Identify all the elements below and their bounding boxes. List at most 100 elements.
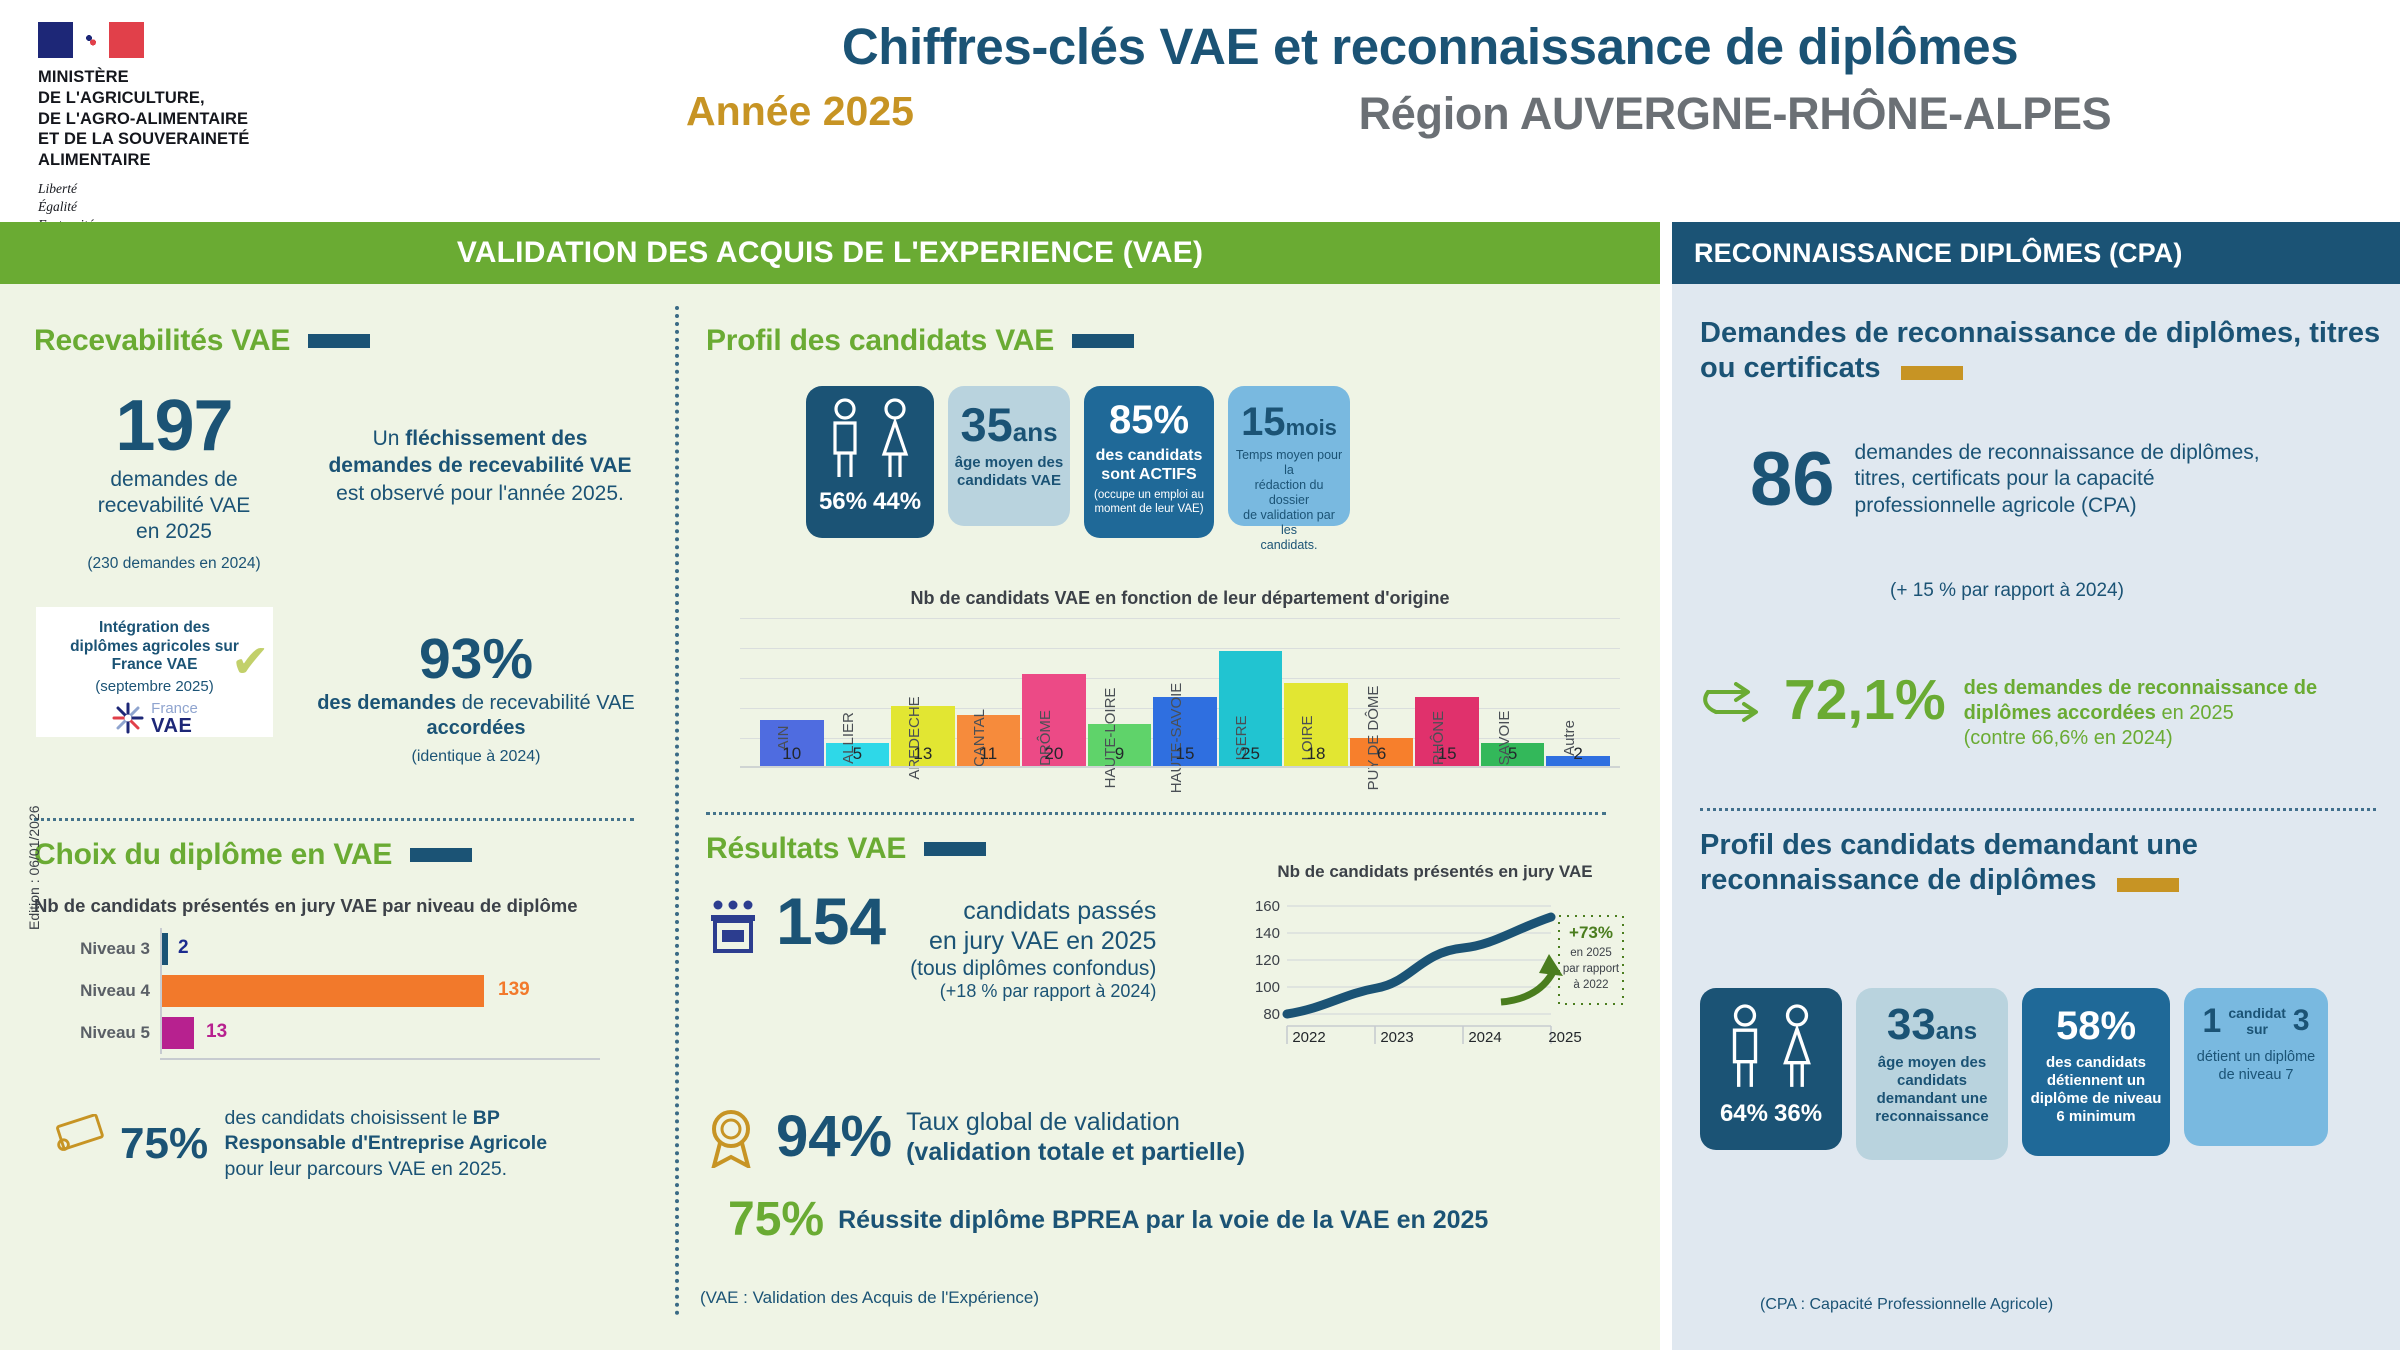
- footnote-vae: (VAE : Validation des Acquis de l'Expéri…: [700, 1288, 1040, 1307]
- stat-86-value: 86: [1750, 436, 1835, 522]
- hbar-track-1: 139: [160, 970, 600, 1012]
- svg-text:100: 100: [1255, 979, 1280, 996]
- age-vae-label: âge moyen des candidats VAE: [954, 454, 1064, 490]
- stat-86-block: 86 demandes de reconnaissance de diplôme…: [1750, 440, 2285, 519]
- stat-93-note: (identique à 2024): [411, 748, 541, 766]
- line-xticks: 2022 2023 2024 2025: [1292, 1029, 1581, 1046]
- card-niveau6-cpa: 58% des candidats détiennent un diplôme …: [2022, 988, 2170, 1156]
- dept-chart-title: Nb de candidats VAE en fonction de leur …: [910, 588, 1450, 608]
- actifs-note: (occupe un emploi au moment de leur VAE): [1094, 489, 1204, 516]
- dept-bar-fill: [956, 715, 1021, 766]
- dept-bar: ISERE 25: [1218, 651, 1283, 766]
- card-gender-cpa: 64% 36%: [1700, 988, 1842, 1150]
- ratio-row: 1 candidat sur 3: [2184, 1004, 2328, 1038]
- chart-departements: AIN 10 ALLIER 5 AREDECHE 13 CANTAL 11 DRÔME 20 HAU…: [740, 618, 1620, 793]
- stat-93-block: ✔ 93% des demandes de recevabilité VAE a…: [231, 627, 656, 766]
- dept-bar: CANTAL 11: [956, 709, 1021, 767]
- dept-bar-value: 20: [1044, 744, 1064, 763]
- dept-bar-fill: [1087, 724, 1152, 766]
- card-age-vae: 35ans âge moyen des candidats VAE: [948, 386, 1070, 526]
- actifs-label: des candidats sont ACTIFS: [1095, 447, 1203, 484]
- duree-value: 15mois: [1228, 402, 1350, 442]
- dept-bar: LOIRE 18: [1284, 683, 1348, 766]
- page-title: Chiffres-clés VAE et reconnaissance de d…: [841, 18, 2019, 75]
- ratio-denominator: 3: [2292, 1004, 2310, 1037]
- dept-bar: AIN 10: [760, 720, 824, 766]
- stat-94-block: 94% Taux global de validation (validatio…: [700, 1106, 1245, 1168]
- france-vae-logo-bottom: VAE: [151, 714, 193, 737]
- hbar-value-0: 2: [178, 937, 189, 958]
- section-title-profil: Profil des candidats VAE: [706, 324, 1055, 357]
- female-icon: [881, 398, 909, 477]
- section-resultats: Résultats VAE: [706, 832, 987, 866]
- stat-93-plain-1: de recevabilité VAE: [456, 692, 635, 715]
- stat-154-line4: (+18 % par rapport à 2024): [939, 981, 1157, 1002]
- section-choix: Choix du diplôme en VAE: [34, 838, 473, 872]
- hbar-track-2: 13: [160, 1012, 600, 1054]
- dept-bar-value: 5: [852, 744, 863, 763]
- panel-cpa: [1672, 284, 2400, 1350]
- stat-721-block: 72,1% des demandes de reconnaissance de …: [1700, 672, 2364, 751]
- stat-93-value: 93%: [418, 627, 534, 691]
- male-icon: [1732, 1004, 1758, 1087]
- section-title-choix: Choix du diplôme en VAE: [34, 838, 393, 871]
- divider-right: [1700, 808, 2376, 811]
- title-dash-gold-icon: [1900, 366, 1963, 381]
- card-duree-vae: 15mois Temps moyen pour la rédaction du …: [1228, 386, 1350, 552]
- svg-text:2024: 2024: [1468, 1029, 1501, 1046]
- ratio-numerator: 1: [2202, 1002, 2222, 1040]
- hbar-label-0: Niveau 3: [80, 939, 150, 958]
- ministry-logo: MINISTÈRE DE L'AGRICULTURE, DE L'AGRO-AL…: [38, 22, 308, 234]
- dept-bar-value: 13: [913, 744, 933, 763]
- dept-bar-value: 6: [1376, 744, 1387, 763]
- dept-bar-value: 9: [1114, 744, 1125, 763]
- section-title-recevabilites: Recevabilités VAE: [34, 324, 291, 357]
- stat-154-line3: (tous diplômes confondus): [910, 957, 1157, 980]
- stat-86-note: (+ 15 % par rapport à 2024): [1890, 580, 2124, 601]
- flech-bold-1: fléchissement des demandes de recevabili…: [328, 427, 632, 478]
- age-cpa-unit: ans: [1935, 1018, 1978, 1045]
- region-label: Région AUVERGNE-RHÔNE-ALPES: [1358, 87, 2112, 139]
- svg-text:140: 140: [1255, 925, 1280, 942]
- france-vae-card: Intégration des diplômes agricoles sur F…: [36, 607, 273, 737]
- divider-left-mid: [34, 818, 634, 821]
- annotation-line2: par rapport: [1563, 963, 1620, 975]
- banner-cpa: RECONNAISSANCE DIPLÔMES (CPA): [1672, 222, 2400, 284]
- dept-bar-label: PUY DE DÔME: [1364, 685, 1382, 791]
- dept-bar-value: 15: [1437, 744, 1457, 763]
- profil-cards: 56% 44% 35ans âge moyen des candidats VA…: [806, 386, 1350, 552]
- hbar-label-1: Niveau 4: [80, 981, 150, 1000]
- check-icon: ✔: [231, 635, 270, 687]
- stat-721-bold: des demandes de reconnaissance de diplôm…: [1963, 677, 2318, 724]
- title-dash-icon-4: [924, 842, 987, 856]
- gender-pcts-cpa: 64% 36%: [1700, 1100, 1842, 1128]
- table-row: Niveau 5 13: [60, 1012, 600, 1054]
- cpa-profil-heading: Profil des candidats demandant une recon…: [1700, 829, 2198, 897]
- gender-icons: [806, 398, 934, 482]
- dept-bar-fill: [1218, 651, 1283, 766]
- stat-721-plain: en 2025: [2155, 702, 2234, 724]
- male-pct-vae: 56%: [818, 488, 867, 515]
- france-vae-burst-icon: [112, 702, 144, 734]
- dept-bar: Autre 2: [1546, 720, 1610, 766]
- t75a-bold-1: BP Responsable d'Entreprise Agricole: [224, 1107, 548, 1155]
- choix-chart-title: Nb de candidats présentés en jury VAE pa…: [34, 895, 578, 916]
- ministry-name: MINISTÈRE DE L'AGRICULTURE, DE L'AGRO-AL…: [38, 68, 250, 170]
- annotation-pct: +73%: [1569, 923, 1613, 942]
- divider-mid: [706, 812, 1606, 815]
- card-gender-vae: 56% 44%: [806, 386, 934, 538]
- france-vae-title: Intégration des diplômes agricoles sur F…: [70, 619, 239, 674]
- dept-bar: HAUTE-LOIRE 9: [1087, 688, 1152, 788]
- female-pct-vae: 44%: [873, 488, 922, 515]
- stat-154-line1: candidats passés: [963, 897, 1157, 925]
- male-pct-cpa: 64%: [1719, 1100, 1768, 1127]
- footnote-cpa: (CPA : Capacité Professionnelle Agricole…: [1760, 1296, 2054, 1313]
- duree-note: Temps moyen pour la rédaction du dossier…: [1235, 448, 1343, 552]
- dept-bar: SAVOIE 5: [1480, 711, 1545, 766]
- dept-bar-value: 25: [1241, 744, 1260, 763]
- dept-bar: PUY DE DÔME 6: [1349, 686, 1414, 790]
- medal-icon: [711, 1110, 751, 1168]
- table-row: Niveau 3 2: [60, 928, 600, 970]
- dept-bar-fill: [891, 706, 955, 766]
